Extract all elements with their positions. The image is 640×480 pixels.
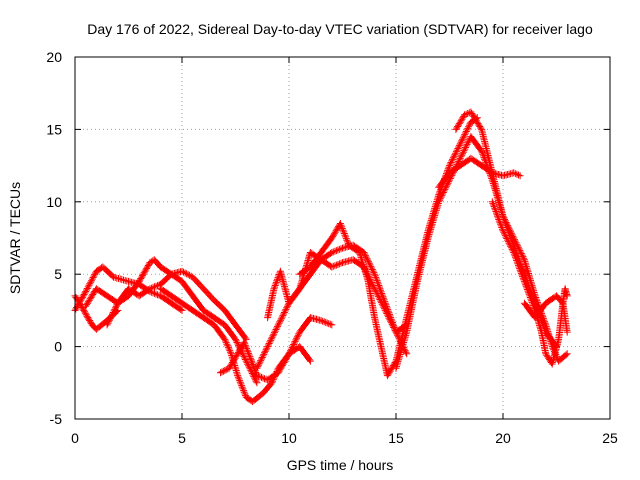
x-tick-labels: 0 5 10 15 20 25 [71,430,618,446]
x-tick-label: 0 [71,430,79,446]
x-axis-title: GPS time / hours [287,457,394,473]
x-tick-label: 5 [178,430,186,446]
x-tick-label: 25 [602,430,618,446]
plot-frame [74,56,611,420]
x-tick-label: 20 [495,430,511,446]
series-markers [103,270,261,387]
data-series [264,249,411,336]
series-markers [217,314,336,384]
grid-lines [75,57,610,419]
data-series [520,292,571,336]
x-tick-label: 15 [388,430,404,446]
y-tick-label: 20 [46,49,62,65]
data-series [217,314,336,384]
series-markers [520,292,571,336]
y-tick-label: -5 [50,411,63,427]
y-tick-label: 10 [46,194,62,210]
data-series [103,270,261,387]
data-points [71,108,571,406]
y-tick-label: 5 [54,266,62,282]
axis-ticks [74,56,611,420]
y-tick-labels: -5 0 5 10 15 20 [46,49,62,427]
chart-title: Day 176 of 2022, Sidereal Day-to-day VTE… [87,21,593,37]
y-tick-label: 0 [54,339,62,355]
series-markers [264,249,411,336]
y-axis-title: SDTVAR / TECUs [7,182,23,294]
y-tick-label: 15 [46,121,62,137]
x-tick-label: 10 [281,430,297,446]
